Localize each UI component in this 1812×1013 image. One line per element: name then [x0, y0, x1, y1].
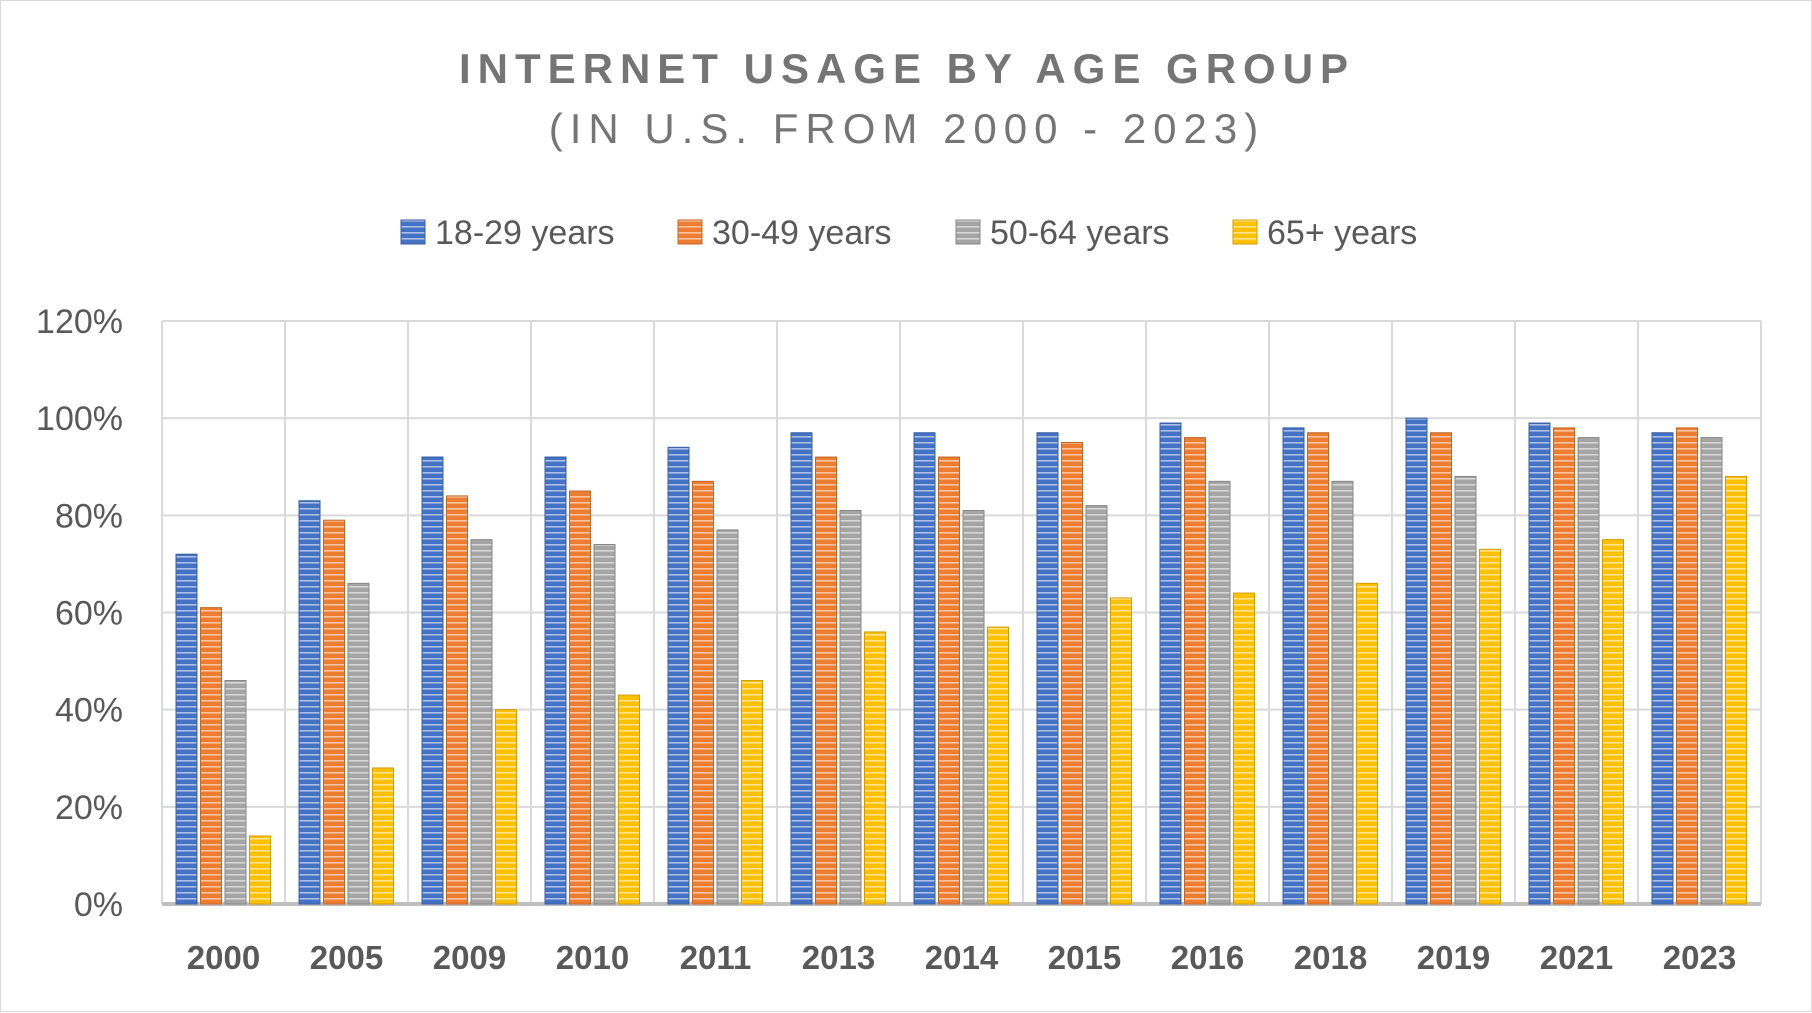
bar-18-29-years-2005 [298, 500, 321, 905]
bar-65-years-2005 [372, 767, 394, 905]
bar-30-49-years-2021 [1553, 427, 1575, 905]
bar-65-years-2000 [249, 835, 271, 905]
bar-50-64-years-2000 [224, 680, 247, 905]
legend-label: 50-64 years [990, 214, 1170, 252]
x-axis-ticks: 2000 2005 2009 2010 2011 2013 2014 2015 2016 2018… [187, 939, 1736, 976]
y-tick-label: 0% [74, 886, 123, 924]
bar-65-years-2010 [618, 694, 640, 905]
x-tick-label: 2014 [925, 939, 999, 976]
bar-65-years-2016 [1233, 592, 1255, 905]
bar-30-49-years-2000 [200, 607, 222, 905]
bar-18-29-years-2009 [421, 456, 444, 905]
bar-30-49-years-2010 [569, 490, 591, 905]
bar-30-49-years-2016 [1184, 437, 1206, 905]
bar-50-64-years-2015 [1085, 505, 1108, 905]
bar-65-years-2011 [741, 680, 763, 905]
bars [175, 417, 1747, 905]
bar-30-49-years-2013 [815, 456, 837, 905]
y-axis-ticks: 0% 20% 40% 60% 80% 100% 120% [36, 303, 123, 924]
bar-18-29-years-2000 [175, 553, 198, 905]
legend-item: 18-29 years [400, 214, 615, 252]
y-tick-label: 80% [55, 497, 123, 535]
gridlines [161, 320, 1762, 906]
x-tick-label: 2015 [1048, 939, 1121, 976]
bar-50-64-years-2016 [1208, 480, 1231, 905]
legend-swatch [400, 219, 426, 245]
x-tick-label: 2010 [556, 939, 629, 976]
legend: 18-29 years 30-49 years 50-64 years 65+ yea… [400, 214, 1417, 252]
bar-65-years-2019 [1479, 548, 1501, 905]
legend-label: 30-49 years [712, 214, 892, 252]
bar-65-years-2015 [1110, 597, 1132, 905]
legend-item: 30-49 years [677, 214, 892, 252]
x-tick-label: 2005 [310, 939, 383, 976]
bar-18-29-years-2023 [1651, 432, 1674, 905]
legend-swatch [677, 219, 703, 245]
y-tick-label: 60% [55, 595, 123, 633]
bar-65-years-2009 [495, 709, 517, 905]
legend-label: 18-29 years [435, 214, 615, 252]
bar-50-64-years-2010 [593, 543, 616, 905]
x-tick-label: 2011 [680, 939, 752, 976]
x-tick-label: 2021 [1540, 939, 1613, 976]
x-tick-label: 2016 [1171, 939, 1244, 976]
bar-30-49-years-2009 [446, 495, 468, 905]
legend-label: 65+ years [1267, 214, 1417, 252]
bar-50-64-years-2013 [839, 509, 862, 905]
bar-65-years-2023 [1725, 475, 1747, 905]
x-tick-label: 2000 [187, 939, 260, 976]
bar-65-years-2013 [864, 631, 886, 905]
y-tick-label: 100% [36, 400, 123, 438]
y-tick-label: 120% [36, 303, 123, 341]
x-tick-label: 2019 [1417, 939, 1490, 976]
bar-18-29-years-2016 [1159, 422, 1182, 905]
bar-50-64-years-2009 [470, 539, 493, 905]
bar-18-29-years-2018 [1282, 427, 1305, 905]
chart-subtitle: (IN U.S. FROM 2000 - 2023) [549, 105, 1266, 152]
bar-30-49-years-2015 [1061, 441, 1083, 905]
x-tick-label: 2023 [1663, 939, 1736, 976]
bar-65-years-2021 [1602, 539, 1624, 905]
bar-18-29-years-2013 [790, 432, 813, 905]
bar-30-49-years-2014 [938, 456, 960, 905]
legend-swatch [1232, 219, 1258, 245]
bar-50-64-years-2018 [1331, 480, 1354, 905]
bar-18-29-years-2010 [544, 456, 567, 905]
legend-swatch [955, 219, 981, 245]
legend-item: 65+ years [1232, 214, 1417, 252]
bar-30-49-years-2023 [1676, 427, 1698, 905]
y-tick-label: 20% [55, 789, 123, 827]
x-tick-label: 2018 [1294, 939, 1367, 976]
bar-50-64-years-2021 [1577, 437, 1600, 905]
bar-30-49-years-2019 [1430, 432, 1452, 905]
bar-30-49-years-2018 [1307, 432, 1329, 905]
y-tick-label: 40% [55, 692, 123, 730]
bar-65-years-2014 [987, 626, 1009, 905]
bar-30-49-years-2011 [692, 480, 714, 905]
bar-30-49-years-2005 [323, 519, 345, 905]
chart-title: INTERNET USAGE BY AGE GROUP [459, 45, 1355, 92]
x-tick-label: 2009 [433, 939, 506, 976]
bar-18-29-years-2019 [1405, 417, 1428, 905]
bar-50-64-years-2019 [1454, 475, 1477, 905]
bar-18-29-years-2014 [913, 432, 936, 905]
bar-50-64-years-2005 [347, 582, 370, 905]
bar-50-64-years-2011 [716, 529, 739, 905]
legend-item: 50-64 years [955, 214, 1170, 252]
bar-50-64-years-2014 [962, 509, 985, 905]
bar-65-years-2018 [1356, 582, 1378, 905]
bar-18-29-years-2021 [1528, 422, 1551, 905]
bar-18-29-years-2011 [667, 446, 690, 905]
bar-50-64-years-2023 [1700, 437, 1723, 905]
x-tick-label: 2013 [802, 939, 875, 976]
bar-18-29-years-2015 [1036, 432, 1059, 905]
